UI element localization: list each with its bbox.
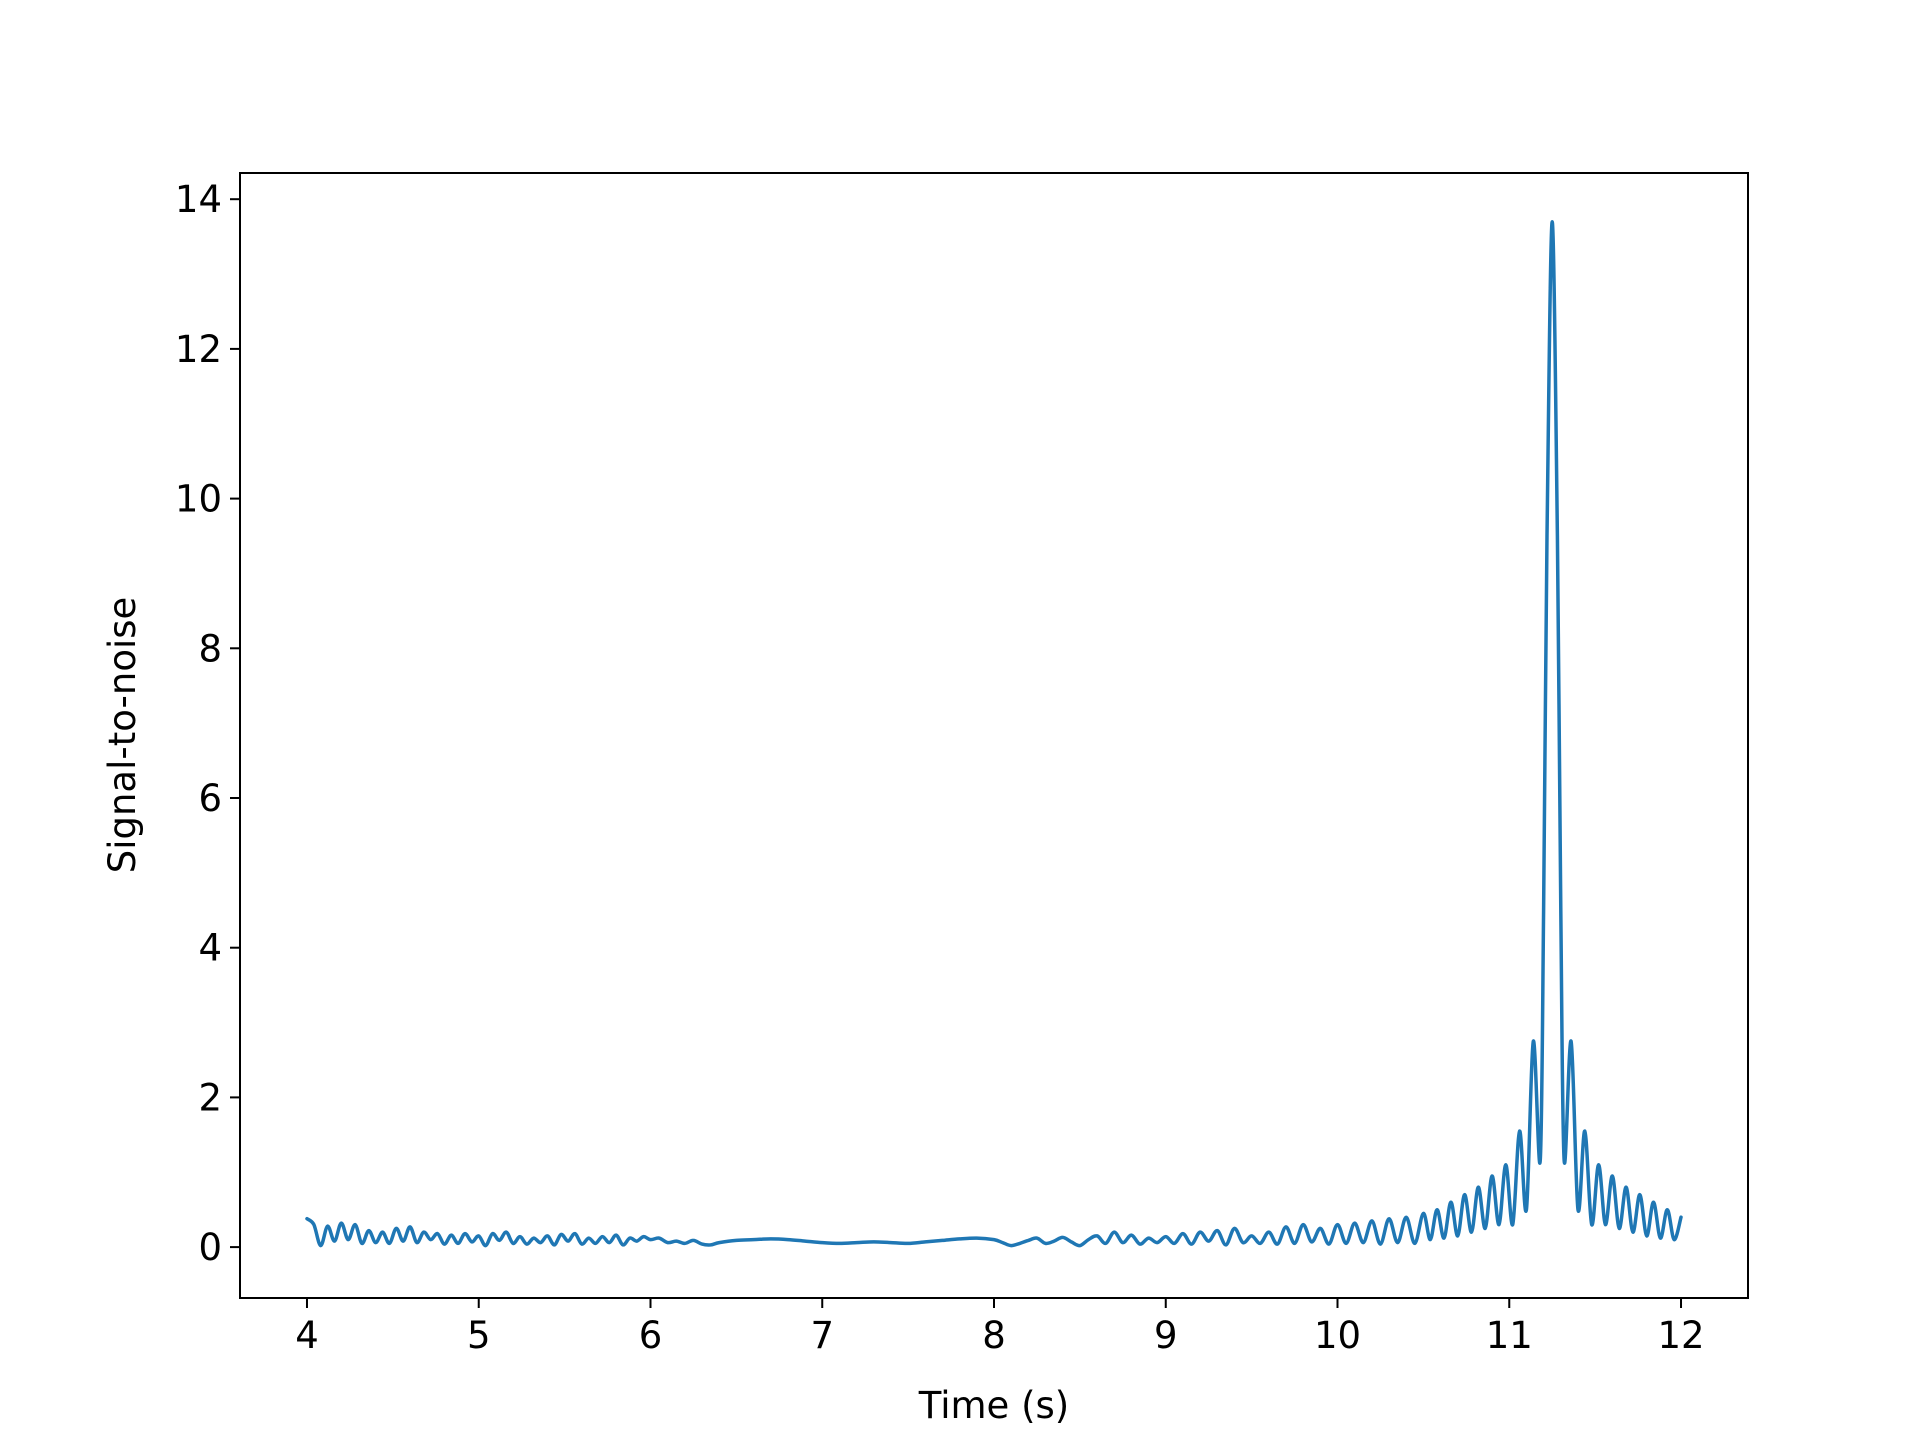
series-line bbox=[305, 219, 1683, 1248]
x-tick-label: 5 bbox=[467, 1314, 491, 1357]
x-tick-label: 9 bbox=[1154, 1314, 1178, 1357]
y-axis-ticks: 0 2 4 6 8 10 12 14 bbox=[175, 178, 240, 1269]
x-tick-label: 10 bbox=[1314, 1314, 1361, 1357]
y-axis-label: Signal-to-noise bbox=[101, 597, 144, 874]
x-tick-label: 6 bbox=[639, 1314, 663, 1357]
x-tick-label: 4 bbox=[295, 1314, 319, 1357]
x-tick-label: 12 bbox=[1657, 1314, 1704, 1357]
y-tick-label: 2 bbox=[198, 1076, 222, 1119]
y-tick-label: 4 bbox=[198, 927, 222, 970]
y-tick-label: 10 bbox=[175, 478, 222, 521]
y-tick-label: 6 bbox=[198, 777, 222, 820]
x-tick-label: 7 bbox=[810, 1314, 834, 1357]
y-tick-label: 14 bbox=[175, 178, 222, 221]
y-tick-label: 0 bbox=[198, 1226, 222, 1269]
y-tick-label: 8 bbox=[198, 627, 222, 670]
plot-area bbox=[240, 173, 1748, 1298]
y-tick-label: 12 bbox=[175, 328, 222, 371]
x-tick-label: 11 bbox=[1486, 1314, 1533, 1357]
plot-frame bbox=[239, 172, 1749, 1299]
x-axis-label: Time (s) bbox=[918, 1384, 1069, 1427]
x-axis-ticks: 4 5 6 7 8 9 10 11 12 bbox=[295, 1298, 1705, 1357]
x-tick-label: 8 bbox=[982, 1314, 1006, 1357]
